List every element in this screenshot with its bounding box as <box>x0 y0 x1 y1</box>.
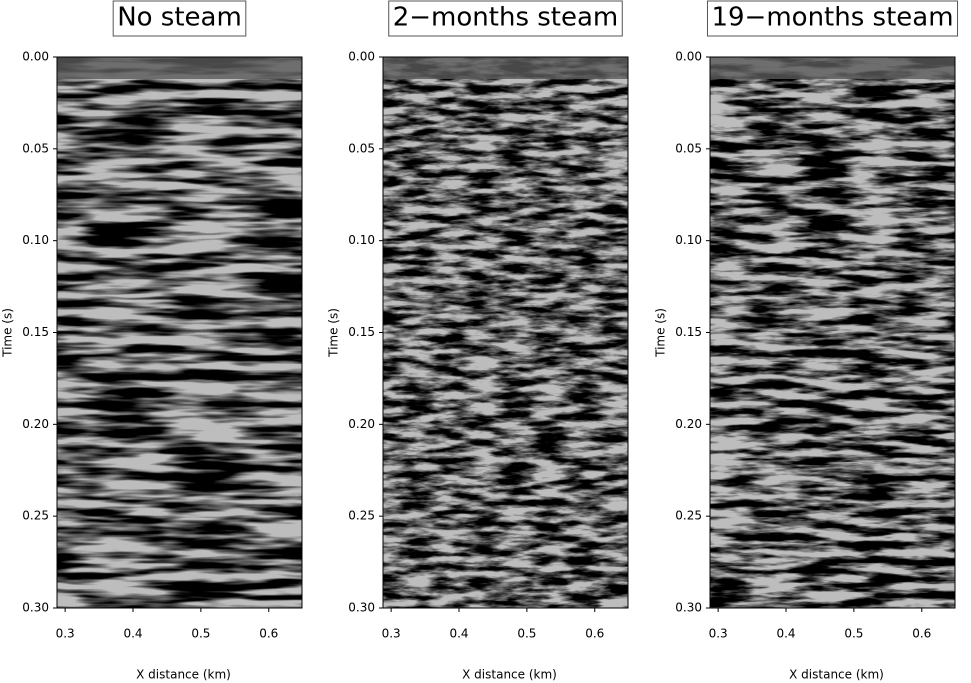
x-axis-label: X distance (km) <box>462 668 557 682</box>
x-tick-label: 0.5 <box>517 627 536 641</box>
seismic-texture <box>710 57 955 608</box>
x-tick-label: 0.4 <box>123 627 142 641</box>
title-box <box>388 0 623 37</box>
y-tick-label: 0.05 <box>348 141 375 155</box>
y-tick-label: 0.30 <box>22 601 49 615</box>
panel-title: 19−months steam <box>711 3 953 33</box>
panel-title: No steam <box>117 3 242 33</box>
y-tick-label: 0.05 <box>675 141 702 155</box>
y-tick-label: 0.15 <box>22 325 49 339</box>
mute-zone <box>710 57 955 79</box>
y-tick-label: 0.00 <box>22 50 49 64</box>
x-tick-label: 0.4 <box>449 627 468 641</box>
x-axis-label: X distance (km) <box>789 668 884 682</box>
x-tick-label: 0.6 <box>912 627 931 641</box>
panel-title: 2−months steam <box>393 3 619 33</box>
seismic-texture <box>383 57 628 608</box>
y-tick-label: 0.00 <box>675 50 702 64</box>
y-axis-label: Time (s) <box>327 308 341 358</box>
y-tick-label: 0.25 <box>348 509 375 523</box>
y-tick-label: 0.25 <box>675 509 702 523</box>
y-tick-label: 0.15 <box>348 325 375 339</box>
seismic-texture <box>57 57 302 608</box>
y-tick-label: 0.20 <box>675 417 702 431</box>
y-axis-label: Time (s) <box>1 308 15 358</box>
y-tick-label: 0.15 <box>675 325 702 339</box>
y-tick-label: 0.30 <box>675 601 702 615</box>
y-tick-label: 0.25 <box>22 509 49 523</box>
mute-zone <box>383 57 628 79</box>
y-tick-label: 0.10 <box>675 233 702 247</box>
y-tick-label: 0.20 <box>22 417 49 431</box>
y-tick-label: 0.05 <box>22 141 49 155</box>
x-tick-label: 0.3 <box>56 627 75 641</box>
x-tick-label: 0.3 <box>709 627 728 641</box>
y-tick-label: 0.10 <box>22 233 49 247</box>
mute-zone <box>57 57 302 79</box>
x-tick-label: 0.5 <box>844 627 863 641</box>
y-tick-label: 0.20 <box>348 417 375 431</box>
y-axis-label: Time (s) <box>654 308 668 358</box>
y-tick-label: 0.10 <box>348 233 375 247</box>
y-tick-label: 0.00 <box>348 50 375 64</box>
x-tick-label: 0.6 <box>259 627 278 641</box>
title-box <box>706 0 959 37</box>
y-tick-label: 0.30 <box>348 601 375 615</box>
title-box <box>112 0 247 37</box>
x-tick-label: 0.3 <box>382 627 401 641</box>
x-axis-label: X distance (km) <box>136 668 231 682</box>
x-tick-label: 0.5 <box>191 627 210 641</box>
x-tick-label: 0.6 <box>585 627 604 641</box>
x-tick-label: 0.4 <box>776 627 795 641</box>
